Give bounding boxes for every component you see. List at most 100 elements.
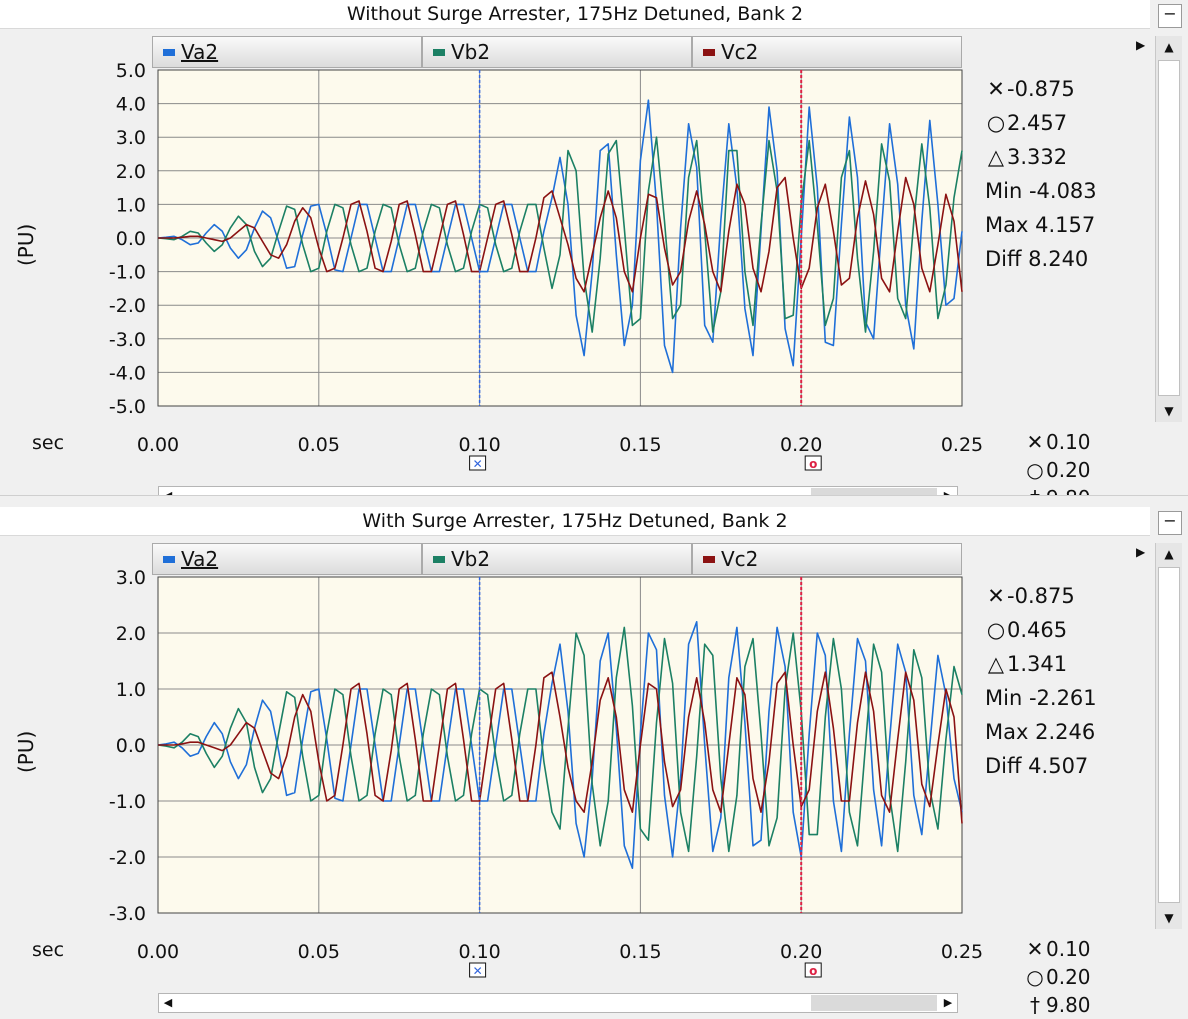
va2-swatch-icon	[163, 555, 175, 563]
y-tick-label: -2.0	[109, 295, 146, 317]
x-cursor-icon: ✕	[1026, 430, 1044, 454]
va2-swatch-icon	[163, 48, 175, 56]
scroll-up-icon[interactable]: ▲	[1164, 40, 1174, 54]
cursor-o-handle-icon: o	[809, 964, 817, 978]
cursor-o-handle[interactable]	[804, 962, 822, 978]
legend-item-vc2[interactable]: Vc2	[692, 543, 962, 575]
cursor-x-handle-icon: ✕	[473, 457, 483, 471]
y-tick-label: 2.0	[116, 161, 146, 183]
scroll-down-icon[interactable]: ▼	[1164, 404, 1174, 418]
legend-label: Va2	[181, 40, 219, 64]
scope-panel-with-arrester: With Surge Arrester, 175Hz Detuned, Bank…	[0, 507, 1188, 1017]
legend-label: Vc2	[721, 547, 759, 571]
x-tick-label: 0.25	[941, 434, 983, 456]
legend-item-va2[interactable]: Va2	[152, 543, 422, 575]
plot-area[interactable]: -5.0 -4.0 -3.0 -2.0 -1.0 0.0 1.0 2.0 3.0 4.0 5.0 0.…	[0, 0, 1188, 495]
x-tick-label: 0.20	[780, 434, 822, 456]
vertical-scrollbar[interactable]: ▲ ▼	[1155, 36, 1182, 422]
legend-item-vb2[interactable]: Vb2	[422, 36, 692, 68]
readout-x: ✕ -0.875	[985, 579, 1097, 613]
scroll-thumb[interactable]	[811, 995, 937, 1011]
legend-label: Vb2	[451, 40, 491, 64]
scroll-up-icon[interactable]: ▲	[1164, 547, 1174, 561]
o-cursor-icon: ○	[986, 618, 1006, 642]
scroll-down-icon[interactable]: ▼	[1164, 911, 1174, 925]
legend-scroll-right-icon[interactable]: ▶	[1136, 545, 1146, 559]
x-cursor-icon: ✕	[987, 77, 1005, 101]
scroll-right-icon[interactable]: ▶	[943, 996, 953, 1009]
y-tick-label: -5.0	[109, 396, 146, 418]
legend-label: Vc2	[721, 40, 759, 64]
scroll-left-icon[interactable]: ◀	[163, 996, 173, 1009]
y-tick-label: 5.0	[116, 60, 146, 82]
y-tick-label: 0.0	[116, 228, 146, 250]
legend-item-va2[interactable]: Va2	[152, 36, 422, 68]
cursor-readout: ✕ -0.875 ○0.465 △ 1.341 Min -2.261 Max 2.2…	[985, 579, 1097, 783]
x-tick-label: 0.15	[619, 434, 661, 456]
x-tick-label: 0.00	[137, 941, 179, 963]
legend-label: Vb2	[451, 547, 491, 571]
x-tick-label: 0.20	[780, 941, 822, 963]
x-tick-label: 0.10	[458, 941, 500, 963]
legend: Va2 Vb2 Vc2	[152, 543, 962, 575]
cursor-readout: ✕ -0.875 ○2.457 △ 3.332 Min -4.083 Max 4.1…	[985, 72, 1097, 276]
y-tick-label: 3.0	[116, 567, 146, 589]
o-cursor-icon: ○	[986, 111, 1006, 135]
vertical-scrollbar[interactable]: ▲ ▼	[1155, 543, 1182, 929]
series-line-va2	[157, 621, 963, 870]
vb2-swatch-icon	[433, 48, 445, 56]
series-line-vc2	[158, 176, 963, 293]
y-tick-label: -4.0	[109, 362, 146, 384]
series-line-vb2	[157, 136, 963, 333]
scroll-thumb[interactable]	[1158, 567, 1180, 903]
series-line-va2	[157, 99, 963, 374]
readout-diff: Diff 4.507	[985, 754, 1089, 778]
readout-delta: △ 1.341	[985, 647, 1097, 681]
legend: Va2 Vb2 Vc2	[152, 36, 962, 68]
y-tick-label: -3.0	[109, 903, 146, 925]
dagger-icon: †	[1030, 993, 1040, 1017]
x-cursor-icon: ✕	[1026, 937, 1044, 961]
x-tick-label: 0.15	[619, 941, 661, 963]
x-axis-unit-label: sec	[32, 432, 65, 454]
y-tick-label: -2.0	[109, 847, 146, 869]
cursor-x-handle[interactable]	[469, 962, 487, 978]
x-tick-label: 0.05	[298, 434, 340, 456]
vc2-swatch-icon	[703, 48, 715, 56]
time-cursor-readout: ✕0.10 ○0.20 †9.80	[1024, 935, 1090, 1019]
scope-panel-without-arrester: Without Surge Arrester, 175Hz Detuned, B…	[0, 0, 1188, 510]
readout-o: ○0.465	[985, 613, 1097, 647]
legend-item-vc2[interactable]: Vc2	[692, 36, 962, 68]
vc2-swatch-icon	[703, 555, 715, 563]
minimize-button[interactable]: −	[1158, 4, 1182, 28]
y-tick-label: 0.0	[116, 735, 146, 757]
readout-min: Min -2.261	[985, 686, 1097, 710]
readout-diff: Diff 8.240	[985, 247, 1089, 271]
minimize-button[interactable]: −	[1158, 511, 1182, 535]
cursor-x-handle-icon: ✕	[473, 964, 483, 978]
horizontal-scrollbar[interactable]: ◀ ▶	[158, 993, 958, 1013]
delta-icon: △	[987, 145, 1005, 169]
y-tick-label: 1.0	[116, 194, 146, 216]
readout-x: ✕ -0.875	[985, 72, 1097, 106]
x-tick-label: 0.00	[137, 434, 179, 456]
y-tick-label: -3.0	[109, 329, 146, 351]
vb2-swatch-icon	[433, 555, 445, 563]
readout-max: Max 4.157	[985, 213, 1096, 237]
legend-item-vb2[interactable]: Vb2	[422, 543, 692, 575]
o-cursor-icon: ○	[1026, 965, 1044, 989]
x-tick-label: 0.10	[458, 434, 500, 456]
y-tick-label: -1.0	[109, 791, 146, 813]
legend-scroll-right-icon[interactable]: ▶	[1136, 38, 1146, 52]
panel-separator[interactable]	[0, 495, 1188, 508]
y-tick-label: -1.0	[109, 262, 146, 284]
readout-min: Min -4.083	[985, 179, 1097, 203]
cursor-o-handle-icon: o	[809, 457, 817, 471]
cursor-o-handle[interactable]	[804, 455, 822, 471]
scroll-thumb[interactable]	[1158, 60, 1180, 396]
panel-title: Without Surge Arrester, 175Hz Detuned, B…	[0, 0, 1150, 29]
cursor-x-handle[interactable]	[469, 455, 487, 471]
plot-area[interactable]: -3.0 -2.0 -1.0 0.0 1.0 2.0 3.0 0.00 0.05 0.10 0.15…	[0, 507, 1188, 1002]
x-tick-label: 0.05	[298, 941, 340, 963]
delta-icon: △	[987, 652, 1005, 676]
